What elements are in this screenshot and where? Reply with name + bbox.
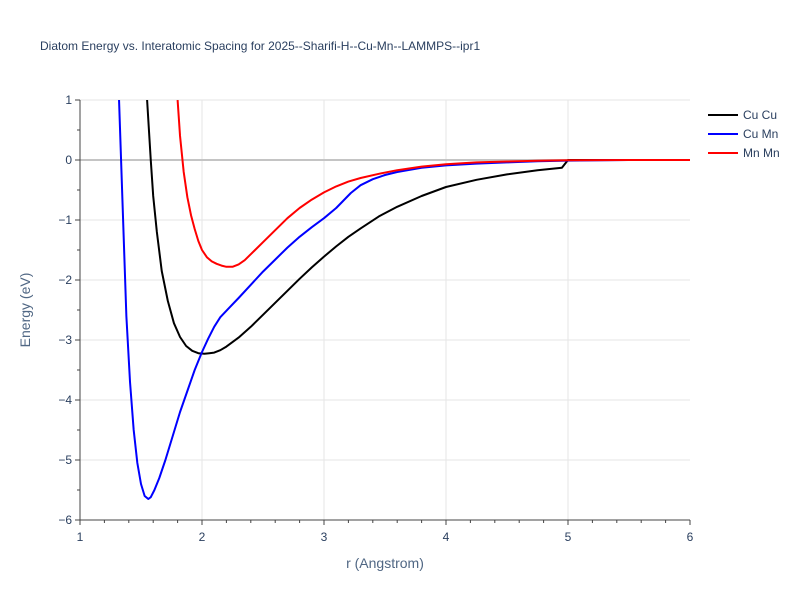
x-tick-label: 5: [565, 530, 572, 544]
chart-title: Diatom Energy vs. Interatomic Spacing fo…: [40, 39, 480, 53]
legend[interactable]: Cu Cu Cu Mn Mn Mn: [708, 108, 780, 160]
legend-label: Mn Mn: [743, 146, 780, 160]
series-group: [118, 100, 690, 500]
y-tick-label: −2: [58, 273, 72, 287]
legend-item-mn-mn[interactable]: Mn Mn: [708, 146, 780, 160]
x-tick-label: 4: [443, 530, 450, 544]
x-axis-title: r (Angstrom): [346, 555, 424, 571]
y-tick-label: 1: [65, 93, 72, 107]
y-tick-label: −6: [58, 513, 72, 527]
legend-item-cu-cu[interactable]: Cu Cu: [708, 108, 777, 122]
legend-label: Cu Mn: [743, 127, 778, 141]
y-tick-label: 0: [65, 153, 72, 167]
x-tick-label: 3: [321, 530, 328, 544]
series-layer: [118, 100, 690, 500]
x-tick-label: 2: [199, 530, 206, 544]
series-line-cu-cu[interactable]: [146, 100, 690, 355]
legend-label: Cu Cu: [743, 108, 777, 122]
series-line-mn-mn[interactable]: [176, 100, 690, 268]
y-tick-label: −5: [58, 453, 72, 467]
y-axis-title: Energy (eV): [17, 273, 33, 348]
y-tick-label: −4: [58, 393, 72, 407]
x-tick-label: 1: [77, 530, 84, 544]
y-tick-label: −1: [58, 213, 72, 227]
series-line-cu-mn[interactable]: [118, 100, 690, 500]
legend-item-cu-mn[interactable]: Cu Mn: [708, 127, 778, 141]
y-tick-label: −3: [58, 333, 72, 347]
x-tick-label: 6: [687, 530, 694, 544]
axis-layer: 1 2 3 4 5 6 1 0 −1 −2 −3 −4 −5 −6: [58, 93, 693, 544]
